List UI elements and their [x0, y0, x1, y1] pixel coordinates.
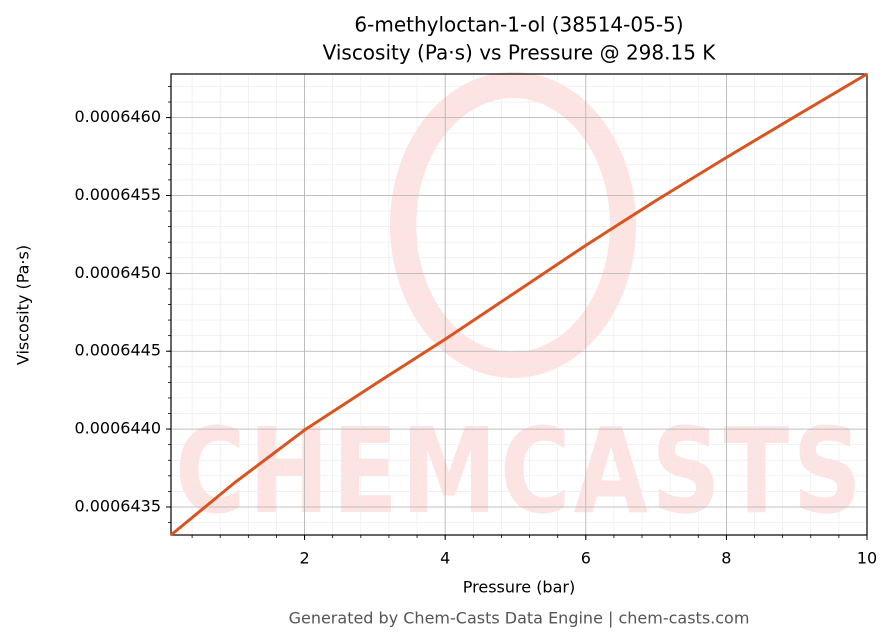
y-tick-label: 0.0006455 [74, 185, 161, 204]
x-tick-label: 2 [299, 549, 309, 568]
y-tick-label: 0.0006440 [74, 419, 161, 438]
plot-frame [170, 73, 868, 536]
y-tick-label: 0.0006435 [74, 496, 161, 515]
y-tick-label: 0.0006460 [74, 107, 161, 126]
x-axis-label: Pressure (bar) [463, 578, 575, 597]
x-tick-label: 8 [721, 549, 731, 568]
chart-title: 6-methyloctan-1-ol (38514-05-5) [354, 13, 683, 37]
footer: Generated by Chem-Casts Data Engine | ch… [289, 609, 750, 628]
data-line [170, 72, 868, 537]
chart-subtitle: Viscosity (Pa·s) vs Pressure @ 298.15 K [323, 41, 717, 65]
x-tick-label: 10 [857, 549, 877, 568]
x-tick-label: 6 [581, 549, 591, 568]
watermark-logo [390, 72, 636, 378]
y-tick-label: 0.0006450 [74, 263, 161, 282]
y-axis-label: Viscosity (Pa·s) [14, 245, 33, 365]
watermark: CHEMCASTS [175, 402, 865, 540]
x-tick-label: 4 [440, 549, 450, 568]
y-tick-label: 0.0006445 [74, 341, 161, 360]
